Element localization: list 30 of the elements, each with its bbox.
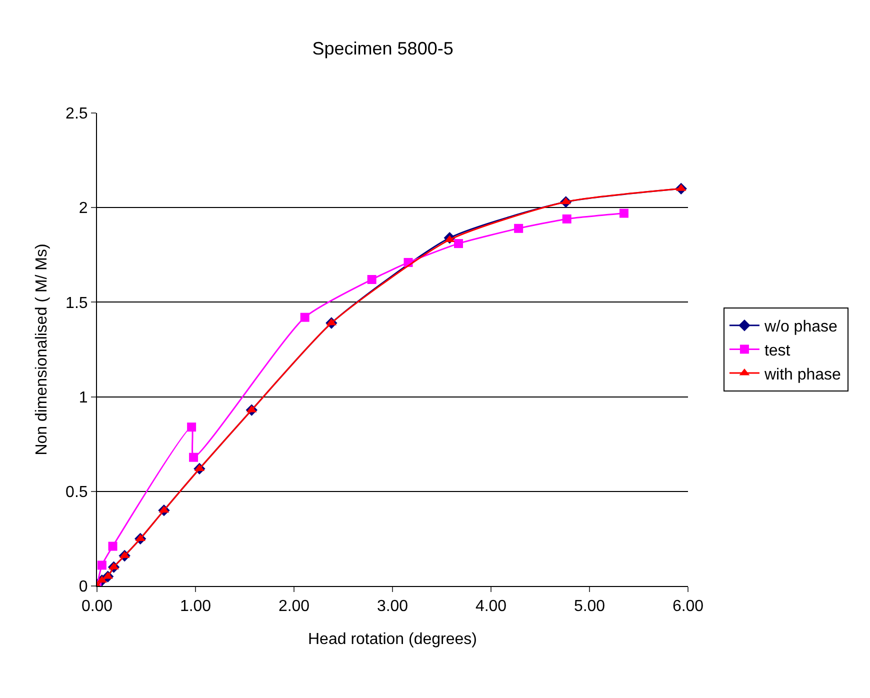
x-tick-label: 6.00	[672, 598, 704, 616]
y-axis-title: Non dimensionalised ( M/ Ms)	[33, 244, 50, 456]
point	[619, 208, 628, 218]
y-tick-label: 1	[78, 389, 88, 406]
point	[97, 560, 106, 570]
x-tick-label: 3.00	[376, 598, 408, 616]
point	[367, 275, 376, 284]
y-tick-label: 0.5	[66, 484, 88, 501]
legend-label: w/o phase	[763, 318, 838, 336]
x-axis-title: Head rotation (degrees)	[308, 630, 477, 648]
point	[108, 542, 118, 551]
x-tick-label: 2.00	[278, 598, 310, 616]
point	[454, 239, 463, 248]
point	[562, 214, 572, 224]
point	[187, 422, 196, 432]
chart-title: Specimen 5800-5	[312, 38, 454, 58]
y-tick-label: 0	[78, 578, 88, 596]
legend-label: with phase	[763, 366, 842, 384]
point	[514, 224, 524, 233]
point	[300, 312, 310, 322]
x-tick-label: 1.00	[180, 598, 212, 616]
y-tick-label: 2.5	[66, 106, 88, 123]
point	[97, 576, 108, 583]
legend-label: test	[764, 342, 791, 360]
y-tick-label: 2	[78, 200, 88, 218]
point	[189, 452, 198, 462]
x-tick-label: 4.00	[475, 598, 507, 616]
x-tick-label: 0.00	[81, 598, 113, 616]
y-tick-label: 1.5	[66, 294, 88, 312]
x-tick-label: 5.00	[574, 598, 606, 616]
